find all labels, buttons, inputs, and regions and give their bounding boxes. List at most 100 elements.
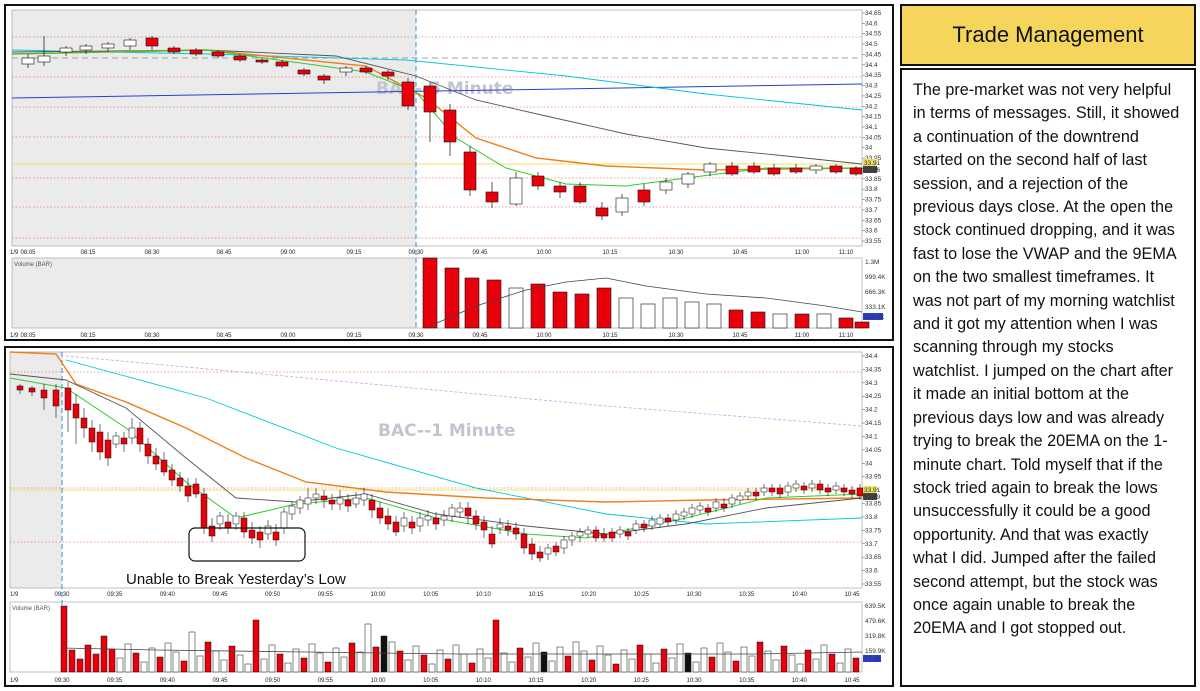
time-axis-label: 09:30	[408, 250, 424, 256]
volume-time-label: 09:30	[54, 678, 70, 684]
price-tick-label: 34.4	[865, 353, 878, 360]
down-candle	[789, 167, 803, 173]
down-candle	[384, 515, 392, 525]
price-tick-label: 34.15	[865, 420, 882, 427]
up-candle	[424, 515, 432, 521]
down-candle	[472, 515, 480, 525]
top-chart-panel[interactable]: 34.65 34.6 34.55 34.5 34.45 34.4 34.35 34.3 34.2…	[4, 4, 894, 341]
volume-bar	[812, 658, 820, 673]
volume-bar	[532, 642, 540, 673]
volume-bar	[436, 649, 444, 673]
price-pane-border	[11, 9, 863, 247]
down-candle	[167, 47, 181, 53]
down-candle	[224, 521, 232, 529]
volume-bar	[612, 663, 620, 673]
up-candle	[304, 497, 312, 505]
volume-time-label: 09:40	[160, 678, 176, 684]
volume-bar	[388, 641, 396, 673]
down-candle	[256, 531, 264, 541]
date-label: 1/9	[10, 592, 19, 598]
volume-time-label: 10:20	[581, 678, 597, 684]
bottom-chart-panel[interactable]: 34.4 34.35 34.3 34.25 34.2 34.15 34.1 34.05 34 33…	[4, 346, 894, 687]
volume-badge-bg	[863, 655, 881, 662]
volume-bar	[684, 301, 700, 329]
volume-time-label: 10:45	[844, 678, 860, 684]
volume-bar	[412, 645, 420, 673]
volume-bar	[236, 654, 244, 673]
price-tick-label: 33.95	[865, 155, 882, 162]
volume-bar	[540, 651, 548, 673]
volume-bar	[468, 662, 476, 673]
down-candle	[96, 431, 104, 453]
five-minute-chart[interactable]: 34.65 34.6 34.55 34.5 34.45 34.4 34.35 34.3 34.2…	[6, 6, 892, 339]
volume-bar	[500, 652, 508, 673]
one-minute-chart[interactable]: 34.4 34.35 34.3 34.25 34.2 34.15 34.1 34.05 34 33…	[6, 348, 892, 685]
time-axis-label: 09:15	[346, 250, 362, 256]
time-axis-label: 10:40	[792, 592, 808, 598]
volume-bar	[172, 651, 180, 673]
up-candle	[659, 181, 673, 191]
time-axis-label: 10:45	[844, 592, 860, 598]
up-candle	[703, 163, 717, 173]
down-candle	[145, 37, 159, 47]
price-tick-label: 34.3	[865, 380, 878, 387]
volume-bar	[372, 646, 380, 673]
price-tick-label: 33.75	[865, 197, 882, 204]
volume-badge-bg	[863, 313, 883, 320]
volume-bar	[596, 287, 612, 329]
price-tick-label: 34.25	[865, 93, 882, 100]
price-tick-label: 33.8	[865, 514, 878, 521]
price-tick-label: 33.65	[865, 217, 882, 224]
trade-management-heading: Trade Management	[952, 22, 1144, 47]
volume-bar	[804, 649, 812, 673]
volume-bar	[618, 297, 634, 329]
down-candle	[432, 517, 440, 525]
volume-bar	[164, 642, 172, 673]
price-badge-bg	[863, 159, 877, 166]
up-candle	[288, 505, 296, 515]
down-candle	[28, 387, 36, 393]
volume-bar	[404, 659, 412, 673]
down-candle	[317, 75, 331, 81]
date-label: 1/9	[10, 250, 19, 256]
up-candle	[560, 539, 568, 549]
down-candle	[320, 495, 328, 501]
volume-bar	[828, 653, 836, 673]
down-candle	[401, 81, 415, 107]
time-axis-label: 10:05	[423, 592, 439, 598]
down-candle	[368, 499, 376, 511]
time-axis-label: 10:15	[528, 592, 544, 598]
down-candle	[512, 527, 520, 535]
price-tick-label: 34.55	[865, 31, 882, 38]
volume-bar	[148, 647, 156, 673]
time-axis-label: 10:35	[739, 592, 755, 598]
volume-bar	[816, 313, 832, 329]
price-tick-label: 33.85	[865, 501, 882, 508]
price-tick-label: 34.05	[865, 447, 882, 454]
volume-bar	[422, 257, 438, 329]
volume-bar	[452, 644, 460, 673]
volume-bar	[340, 656, 348, 673]
volume-bar	[228, 645, 236, 673]
time-axis-label: 09:50	[265, 592, 281, 598]
volume-pane-title: Volume (BAR)	[14, 262, 52, 268]
down-candle	[553, 185, 567, 193]
up-candle	[680, 511, 688, 517]
volume-time-label: 10:30	[668, 333, 684, 339]
volume-date-label: 1/9	[10, 678, 19, 684]
volume-bar	[748, 655, 756, 673]
price-tick-label: 34.45	[865, 51, 882, 58]
down-candle	[600, 533, 608, 539]
down-candle	[776, 487, 784, 495]
price-badge-bg	[863, 166, 877, 173]
volume-bar	[116, 657, 124, 673]
chart-watermark: BAC--1 Minute	[378, 421, 515, 441]
up-candle	[232, 515, 240, 525]
trade-management-title: Trade Management	[900, 4, 1196, 66]
volume-bar	[196, 655, 204, 673]
volume-bar	[300, 657, 308, 673]
volume-bar	[740, 646, 748, 673]
down-candle	[856, 487, 864, 497]
price-tick-label: 33.95	[865, 474, 882, 481]
volume-bar	[204, 641, 212, 673]
